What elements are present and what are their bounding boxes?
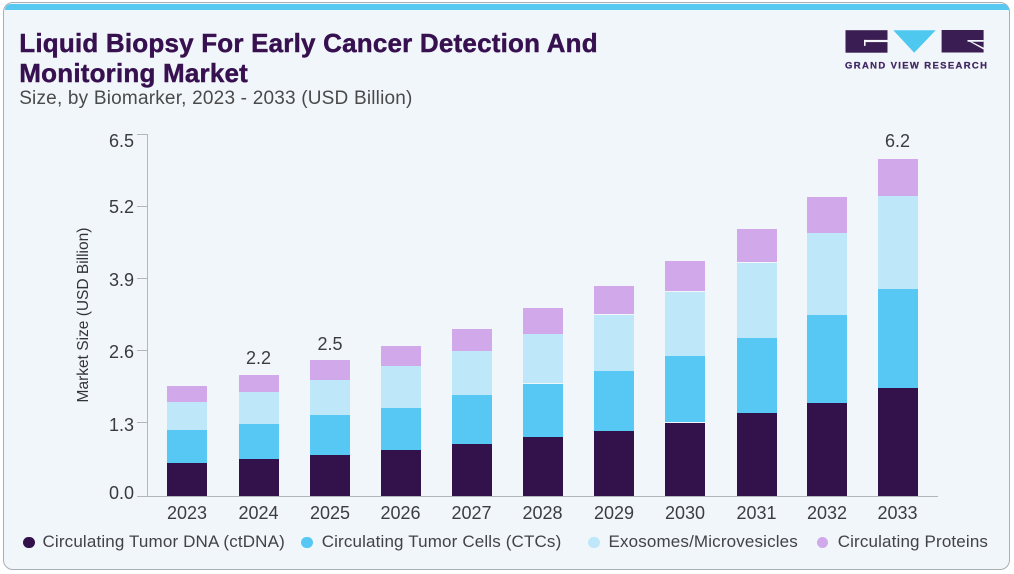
svg-text:GRAND VIEW RESEARCH: GRAND VIEW RESEARCH	[845, 61, 988, 72]
